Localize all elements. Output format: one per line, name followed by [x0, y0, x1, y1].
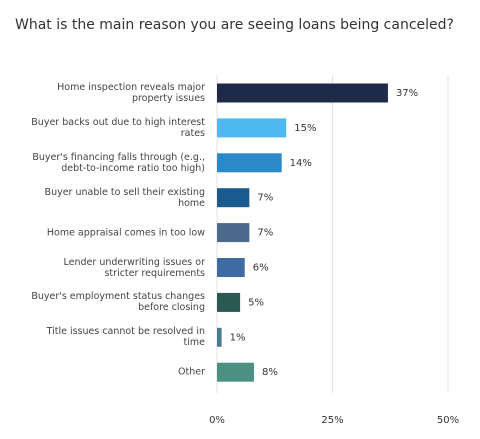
value-label: 37% — [396, 88, 418, 99]
bar — [217, 258, 245, 277]
value-label: 15% — [294, 123, 316, 134]
chart-title: What is the main reason you are seeing l… — [15, 17, 454, 33]
value-label: 1% — [230, 332, 246, 343]
bar — [217, 292, 241, 312]
bar — [217, 327, 222, 347]
bar — [217, 83, 388, 103]
category-label: Title issues cannot be resolved in time — [46, 326, 205, 349]
value-label: 7% — [257, 193, 273, 204]
category-label: Lender underwriting issues or stricter r… — [63, 256, 205, 279]
bar — [217, 362, 254, 382]
category-label: Home inspection reveals major property i… — [57, 82, 205, 104]
category-label: Buyer's employment status changes before… — [31, 291, 205, 314]
bar — [217, 153, 282, 173]
category-label: Buyer backs out due to high interest rat… — [31, 116, 205, 139]
value-label: 7% — [257, 228, 273, 239]
value-label: 8% — [262, 367, 278, 378]
x-tick-label: 25% — [321, 415, 343, 426]
bar — [217, 223, 250, 243]
value-label: 6% — [253, 263, 269, 274]
value-label: 14% — [290, 158, 312, 169]
category-label: Other — [178, 366, 205, 378]
x-tick-label: 0% — [209, 415, 225, 426]
bar — [217, 118, 287, 138]
category-label: Buyer unable to sell their existing home — [44, 186, 205, 209]
x-tick-label: 50% — [437, 415, 459, 426]
bar — [217, 188, 250, 208]
value-label: 5% — [248, 297, 264, 308]
category-label: Buyer's financing falls through (e.g., d… — [32, 151, 205, 174]
category-label: Home appraisal comes in too low — [46, 227, 205, 239]
